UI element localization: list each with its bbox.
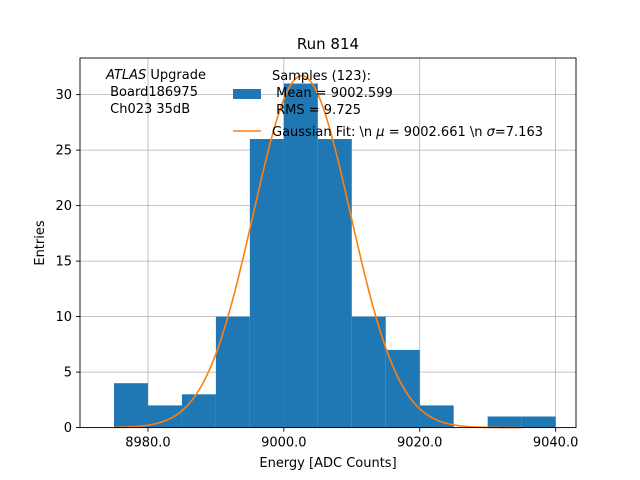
histogram-bar-2 [181, 394, 216, 428]
legend-samples-count: Samples (123): [272, 69, 371, 84]
atlas-annotation: ATLAS Upgrade Board186975 Ch023 35dB [105, 68, 206, 117]
histogram-bar-9 [419, 405, 454, 428]
upgrade-label: Upgrade [146, 68, 206, 83]
histogram-bar-11 [487, 416, 522, 428]
gaussian-fit-curve [113, 74, 522, 429]
y-tick-label-0: 0 [64, 421, 72, 436]
y-tick-label-6: 30 [55, 88, 72, 103]
legend-sigma-value: =7.163 [495, 125, 543, 140]
x-tick-label-2: 9020.0 [397, 436, 443, 451]
channel-label: Ch023 35dB [106, 102, 190, 117]
histogram-bar-3 [215, 316, 250, 428]
board-label: Board186975 [106, 85, 198, 100]
legend-mu-symbol: μ [375, 125, 384, 140]
x-axis-ticks: 8980.0 9000.0 9020.0 9040.0 [125, 427, 579, 451]
chart-title: Run 814 [297, 35, 359, 53]
histogram-bar-5 [283, 83, 318, 428]
y-axis-ticks: 0 5 10 15 20 25 30 [55, 88, 80, 436]
y-tick-label-4: 20 [55, 199, 72, 214]
histogram-bar-1 [147, 405, 182, 428]
y-tick-label-3: 15 [55, 255, 72, 270]
y-tick-label-1: 5 [64, 366, 72, 381]
legend-rms: RMS = 9.725 [272, 103, 361, 118]
y-tick-label-2: 10 [55, 310, 72, 325]
histogram-bar-0 [113, 383, 148, 428]
y-tick-label-5: 25 [55, 144, 72, 159]
legend-fit-prefix: Gaussian Fit: \n [272, 125, 376, 140]
legend-mean: Mean = 9002.599 [272, 86, 393, 101]
legend-sigma-symbol: σ [487, 125, 496, 140]
histogram-bar-7 [351, 316, 386, 428]
histogram-bar-4 [249, 139, 284, 428]
legend-mu-value: = 9002.661 \n [385, 125, 487, 140]
annotation-line-experiment: ATLAS Upgrade [105, 68, 206, 83]
plot-frame [79, 57, 577, 429]
x-tick-label-3: 9040.0 [533, 436, 579, 451]
atlas-label: ATLAS [105, 68, 146, 83]
histogram-bar-6 [317, 139, 352, 428]
y-axis-label: Entries [33, 220, 48, 266]
histogram-bar-12 [521, 416, 556, 428]
histogram-bars [113, 83, 556, 428]
x-axis-label: Energy [ADC Counts] [259, 456, 396, 471]
x-tick-label-1: 9000.0 [261, 436, 307, 451]
legend: Samples (123): Mean = 9002.599 RMS = 9.7… [233, 69, 543, 140]
legend-fit-label: Gaussian Fit: \n μ = 9002.661 \n σ=7.163 [272, 125, 543, 140]
legend-histogram-swatch [233, 89, 261, 99]
x-tick-label-0: 8980.0 [125, 436, 171, 451]
